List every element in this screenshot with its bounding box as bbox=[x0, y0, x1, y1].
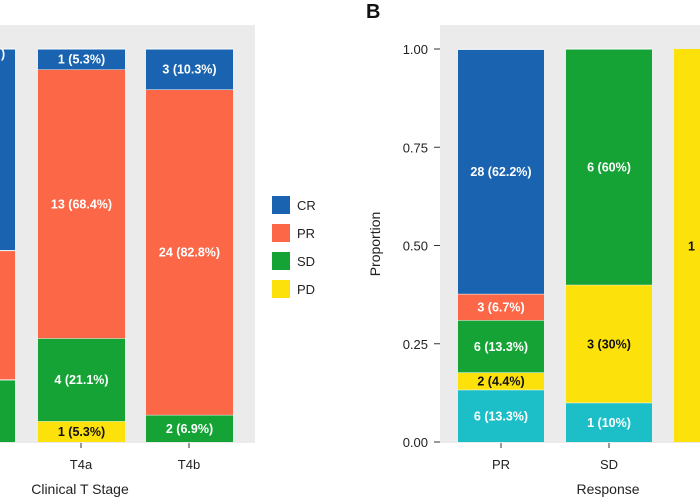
legend-swatch-pd bbox=[272, 280, 290, 298]
panel-a-bar-t4a-cr bbox=[38, 49, 125, 70]
panel-a-bars: ) 1 (5.3%) 4 (21.1%) 13 (68.4%) 1 (5.3%) 2 (6… bbox=[0, 47, 233, 442]
panel-b-x-tick-label: SD bbox=[600, 457, 618, 472]
panel-a-partial-bar-label: ) bbox=[1, 47, 5, 61]
panel-b-x-ticks: PR SD bbox=[492, 443, 618, 472]
panel-b-bar-pr-other bbox=[458, 389, 544, 442]
panel-b-bar-sd-pd bbox=[566, 284, 652, 403]
panel-a-bar-t4b-pr bbox=[146, 89, 233, 415]
panel-b-bar-pr-sd bbox=[458, 320, 544, 373]
panel-a-bar-t4a-pd bbox=[38, 421, 125, 442]
legend-swatch-sd bbox=[272, 252, 290, 270]
panel-b-bar-pr-pr-label: 3 (6.7%) bbox=[477, 301, 524, 315]
panel-b-bar-pr-pd bbox=[458, 372, 544, 390]
panel-a-bar-t4b-cr bbox=[146, 49, 233, 90]
panel-b-bar-sd-pd-label: 3 (30%) bbox=[587, 337, 631, 351]
legend-label-pd: PD bbox=[297, 282, 315, 297]
panel-a-bar-t4a-pr-label: 13 (68.4%) bbox=[51, 197, 112, 211]
panel-a-bar-t4b-sd bbox=[146, 414, 233, 442]
panel-b-partial-bar-label: 1 bbox=[688, 240, 695, 254]
panel-b-bar-sd-other-label: 1 (10%) bbox=[587, 416, 631, 430]
panel-b-letter: B bbox=[366, 1, 380, 23]
panel-a-bar-t4a-sd-label: 4 (21.1%) bbox=[54, 373, 108, 387]
panel-a-x-tick-label: T4a bbox=[70, 457, 93, 472]
panel-b-bar-pr-pd-label: 2 (4.4%) bbox=[477, 375, 524, 389]
panel-b: B 6 (13.3%) 2 (4.4%) 6 (13.3%) 3 (6.7%) 28 (… bbox=[366, 1, 700, 497]
panel-b-partial-bar-segment-pd bbox=[674, 49, 700, 442]
legend-label-cr: CR bbox=[297, 198, 316, 213]
panel-a-bar-t4b-cr-label: 3 (10.3%) bbox=[162, 63, 216, 77]
panel-b-bar-pr-cr bbox=[458, 49, 544, 294]
panel-a-x-tick-label: T4b bbox=[178, 457, 200, 472]
legend-label-sd: SD bbox=[297, 254, 315, 269]
legend-label-pr: PR bbox=[297, 226, 315, 241]
panel-a-bar-t4b-pr-label: 24 (82.8%) bbox=[159, 246, 220, 260]
panel-b-bars: 6 (13.3%) 2 (4.4%) 6 (13.3%) 3 (6.7%) 28 (62… bbox=[458, 48, 700, 442]
panel-b-bar-sd-other bbox=[566, 402, 652, 442]
panel-b-x-axis-title: Response bbox=[576, 481, 639, 497]
panel-b-bar-pr-other-label: 6 (13.3%) bbox=[474, 409, 528, 423]
legend-swatch-cr bbox=[272, 196, 290, 214]
panel-b-y-tick-label: 0.75 bbox=[403, 140, 428, 155]
panel-b-y-tick-label: 1.00 bbox=[403, 42, 428, 57]
panel-a-partial-bar-segment-sd bbox=[0, 379, 15, 442]
panel-b-bar-pr-sd-label: 6 (13.3%) bbox=[474, 340, 528, 354]
legend: CR PR SD PD bbox=[272, 196, 316, 298]
panel-a: ) 1 (5.3%) 4 (21.1%) 13 (68.4%) 1 (5.3%) 2 (6… bbox=[0, 25, 255, 497]
legend-swatch-pr bbox=[272, 224, 290, 242]
panel-a-bar-t4a-pr bbox=[38, 69, 125, 339]
panel-b-y-axis-title: Proportion bbox=[367, 212, 383, 277]
panel-a-bar-t4a-sd bbox=[38, 338, 125, 422]
panel-b-bar-pr-pr bbox=[458, 293, 544, 321]
panel-b-bar-sd-sd-label: 6 (60%) bbox=[587, 160, 631, 174]
panel-a-x-axis-title: Clinical T Stage bbox=[31, 481, 129, 497]
panel-b-y-tick-label: 0.50 bbox=[403, 239, 428, 254]
panel-a-partial-bar-segment-pr bbox=[0, 250, 15, 380]
panel-b-bar-pr-cr-label: 28 (62.2%) bbox=[470, 165, 531, 179]
panel-a-bar-t4a-cr-label: 1 (5.3%) bbox=[58, 53, 105, 67]
panel-b-bar-sd-sd bbox=[566, 49, 652, 285]
panel-b-y-tick-label: 0.25 bbox=[403, 337, 428, 352]
panel-a-x-ticks: T4a T4b bbox=[70, 443, 200, 472]
panel-a-bar-t4a-pd-label: 1 (5.3%) bbox=[58, 425, 105, 439]
panel-b-x-tick-label: PR bbox=[492, 457, 510, 472]
panel-a-bar-t4b-sd-label: 2 (6.9%) bbox=[166, 422, 213, 436]
panel-b-y-axis: 0.00 0.25 0.50 0.75 1.00 bbox=[403, 42, 440, 450]
panel-a-partial-bar-segment-cr bbox=[0, 49, 15, 251]
panel-b-y-tick-label: 0.00 bbox=[403, 435, 428, 450]
